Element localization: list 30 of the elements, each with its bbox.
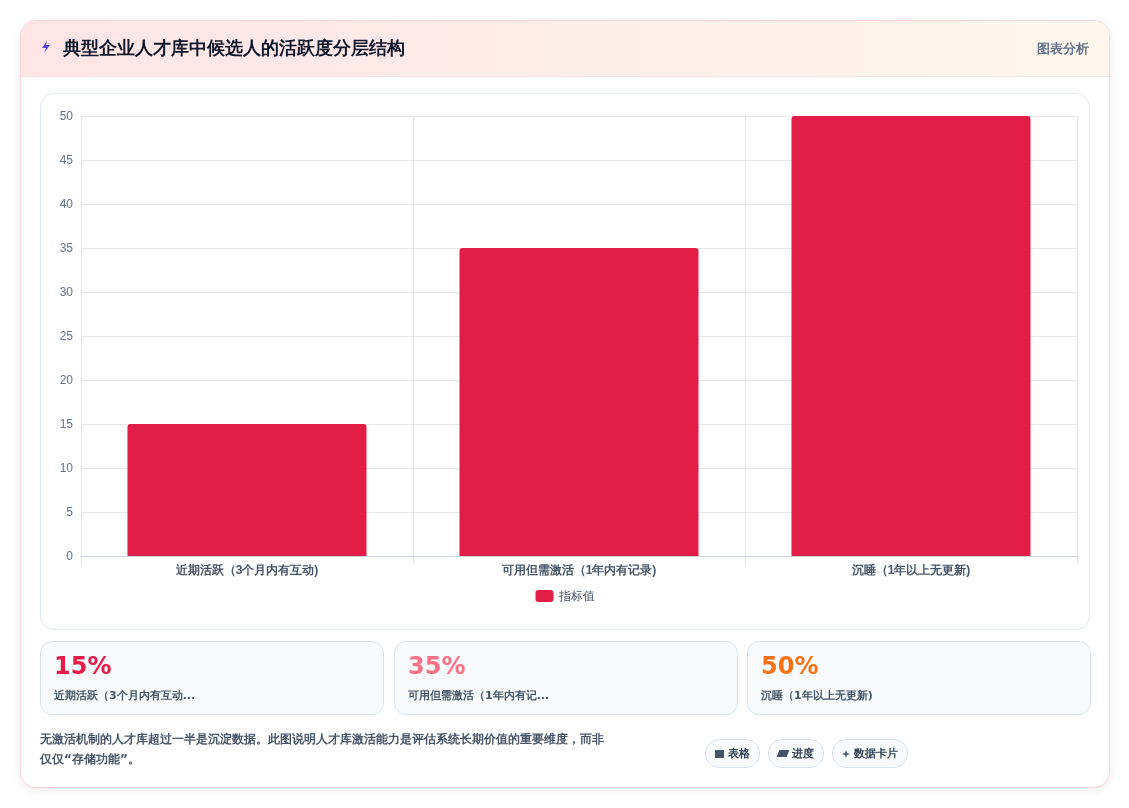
bar: [127, 424, 367, 556]
y-tick-label: 45: [59, 153, 74, 167]
text: 近期活跃（3个月内有互动...: [54, 688, 196, 703]
y-tick-label: 35: [59, 241, 74, 255]
x-tick-label: 近期活跃（3个月内有互动): [174, 563, 319, 577]
bar: [791, 116, 1031, 556]
text: 数据卡片: [854, 746, 898, 761]
x-tick-label: 可用但需激活（1年内有记录): [500, 563, 657, 577]
y-tick-label: 25: [59, 329, 74, 343]
y-tick-label: 30: [59, 285, 74, 299]
text: 50%: [761, 652, 819, 680]
y-tick-label: 40: [59, 197, 74, 211]
text: 35%: [408, 652, 466, 680]
text: 进度: [792, 746, 814, 761]
text: 图表分析: [1037, 40, 1089, 58]
x-tick-label: 沉睡（1年以上无更新): [850, 563, 971, 577]
y-tick-label: 0: [66, 549, 74, 563]
text: 无激活机制的人才库超过一半是沉淀数据。此图说明人才库激活能力是评估系统长期价值的重要维度，而非仅仅“存储功能”。: [40, 731, 605, 768]
text: 沉睡（1年以上无更新): [761, 688, 873, 703]
text: 可用但需激活（1年内有记...: [408, 688, 550, 703]
y-tick-label: 5: [66, 505, 74, 519]
text: 表格: [728, 746, 750, 761]
chart-title: 典型企业人才库中候选人的活跃度分层结构: [63, 36, 405, 60]
bar: [459, 248, 699, 556]
y-tick-label: 20: [59, 373, 74, 387]
y-tick-label: 10: [59, 461, 74, 475]
text: 15%: [54, 652, 112, 680]
y-tick-label: 15: [59, 417, 74, 431]
y-tick-label: 50: [59, 109, 74, 123]
legend-label: 指标值: [557, 589, 595, 603]
